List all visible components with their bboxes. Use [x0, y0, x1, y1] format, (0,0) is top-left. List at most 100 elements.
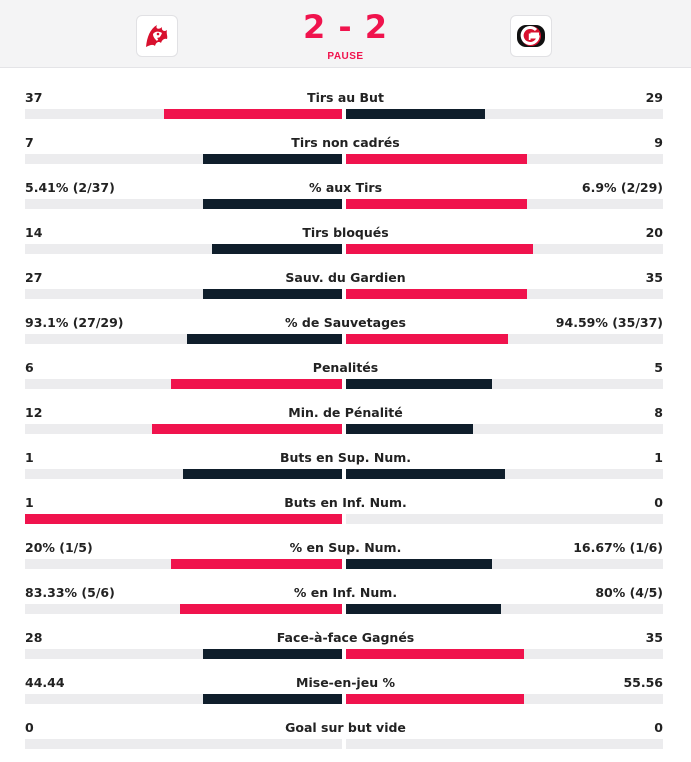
home-stat-track — [25, 334, 342, 344]
stat-row: 93.1% (27/29) % de Sauvetages 94.59% (35/3… — [0, 300, 691, 345]
away-stat-track — [346, 694, 663, 704]
away-stat-bar — [346, 604, 501, 614]
home-stat-value: 93.1% (27/29) — [25, 315, 124, 330]
away-stat-value: 29 — [645, 90, 663, 105]
match-score: 2 - 2 — [302, 8, 389, 46]
away-stat-bar — [346, 649, 524, 659]
away-stat-bar — [346, 424, 473, 434]
away-stat-bar — [346, 694, 524, 704]
home-stat-value: 14 — [25, 225, 43, 240]
stat-row: 44.44 Mise-en-jeu % 55.56 — [0, 660, 691, 705]
stat-label: % en Inf. Num. — [293, 585, 398, 600]
away-stat-track — [346, 739, 663, 749]
home-stat-bar — [152, 424, 342, 434]
home-stat-bar — [203, 289, 342, 299]
svg-text:F: F — [528, 33, 534, 43]
away-stat-value: 35 — [645, 270, 663, 285]
home-stat-value: 20% (1/5) — [25, 540, 93, 555]
stat-label: % en Sup. Num. — [289, 540, 402, 555]
home-stat-value: 1 — [25, 495, 34, 510]
away-stat-value: 80% (4/5) — [595, 585, 663, 600]
home-stat-track — [25, 199, 342, 209]
away-stat-value: 35 — [645, 630, 663, 645]
stat-label: Mise-en-jeu % — [296, 675, 395, 690]
home-stat-track — [25, 154, 342, 164]
stat-row: 6 Penalités 5 — [0, 345, 691, 390]
away-stat-value: 94.59% (35/37) — [555, 315, 663, 330]
match-header: 2 - 2 PAUSE F — [0, 0, 691, 68]
home-stat-value: 7 — [25, 135, 34, 150]
stat-label: % de Sauvetages — [285, 315, 406, 330]
home-stat-track — [25, 604, 342, 614]
home-stat-bar — [203, 154, 342, 164]
stat-label: Face-à-face Gagnés — [276, 630, 415, 645]
stat-label: Goal sur but vide — [285, 720, 406, 735]
home-stat-value: 27 — [25, 270, 43, 285]
stat-row: 27 Sauv. du Gardien 35 — [0, 255, 691, 300]
home-stat-track — [25, 244, 342, 254]
away-stat-track — [346, 469, 663, 479]
home-stat-track — [25, 109, 342, 119]
away-stat-track — [346, 334, 663, 344]
stat-row: 28 Face-à-face Gagnés 35 — [0, 615, 691, 660]
away-stat-track — [346, 289, 663, 299]
away-stat-track — [346, 154, 663, 164]
stat-row: 20% (1/5) % en Sup. Num. 16.67% (1/6) — [0, 525, 691, 570]
away-stat-track — [346, 604, 663, 614]
stat-row: 12 Min. de Pénalité 8 — [0, 390, 691, 435]
away-stat-bar — [346, 154, 527, 164]
home-stat-track — [25, 469, 342, 479]
away-stat-track — [346, 379, 663, 389]
away-stat-value: 0 — [654, 495, 663, 510]
home-stat-bar — [203, 649, 342, 659]
home-stat-track — [25, 649, 342, 659]
away-stat-value: 0 — [654, 720, 663, 735]
stat-row: 5.41% (2/37) % aux Tirs 6.9% (2/29) — [0, 165, 691, 210]
away-stat-value: 16.67% (1/6) — [573, 540, 663, 555]
away-stat-value: 5 — [654, 360, 663, 375]
home-stat-value: 0 — [25, 720, 34, 735]
home-stat-value: 5.41% (2/37) — [25, 180, 115, 195]
home-stat-track — [25, 559, 342, 569]
away-team-logo[interactable]: F — [510, 15, 552, 57]
home-stat-bar — [212, 244, 342, 254]
stat-row: 37 Tirs au But 29 — [0, 75, 691, 120]
home-stat-bar — [203, 694, 342, 704]
home-stat-value: 37 — [25, 90, 43, 105]
home-stat-value: 44.44 — [25, 675, 65, 690]
home-stat-track — [25, 379, 342, 389]
away-stat-bar — [346, 109, 485, 119]
home-stat-track — [25, 739, 342, 749]
stat-label: Tirs non cadrés — [291, 135, 400, 150]
away-stat-bar — [346, 379, 492, 389]
away-stat-value: 9 — [654, 135, 663, 150]
away-stat-bar — [346, 559, 492, 569]
away-stat-track — [346, 514, 663, 524]
away-stat-track — [346, 109, 663, 119]
stat-label: Tirs bloqués — [302, 225, 389, 240]
away-stat-value: 20 — [645, 225, 663, 240]
home-stat-bar — [171, 379, 342, 389]
home-stat-value: 12 — [25, 405, 43, 420]
home-stat-bar — [164, 109, 342, 119]
away-stat-bar — [346, 289, 527, 299]
home-stat-bar — [203, 199, 342, 209]
stat-label: Min. de Pénalité — [288, 405, 403, 420]
stat-label: Penalités — [312, 360, 379, 375]
away-stat-value: 8 — [654, 405, 663, 420]
away-stat-track — [346, 424, 663, 434]
home-team-logo[interactable] — [136, 15, 178, 57]
stat-row: 1 Buts en Inf. Num. 0 — [0, 480, 691, 525]
stat-row: 7 Tirs non cadrés 9 — [0, 120, 691, 165]
lion-logo-icon — [142, 21, 172, 51]
stat-row: 14 Tirs bloqués 20 — [0, 210, 691, 255]
stat-label: Buts en Sup. Num. — [279, 450, 411, 465]
stat-label: % aux Tirs — [308, 180, 383, 195]
away-stat-track — [346, 559, 663, 569]
match-period: PAUSE — [327, 51, 364, 62]
away-stat-bar — [346, 199, 527, 209]
away-stat-value: 1 — [654, 450, 663, 465]
home-stat-track — [25, 514, 342, 524]
stat-row: 0 Goal sur but vide 0 — [0, 705, 691, 750]
stat-row: 83.33% (5/6) % en Inf. Num. 80% (4/5) — [0, 570, 691, 615]
